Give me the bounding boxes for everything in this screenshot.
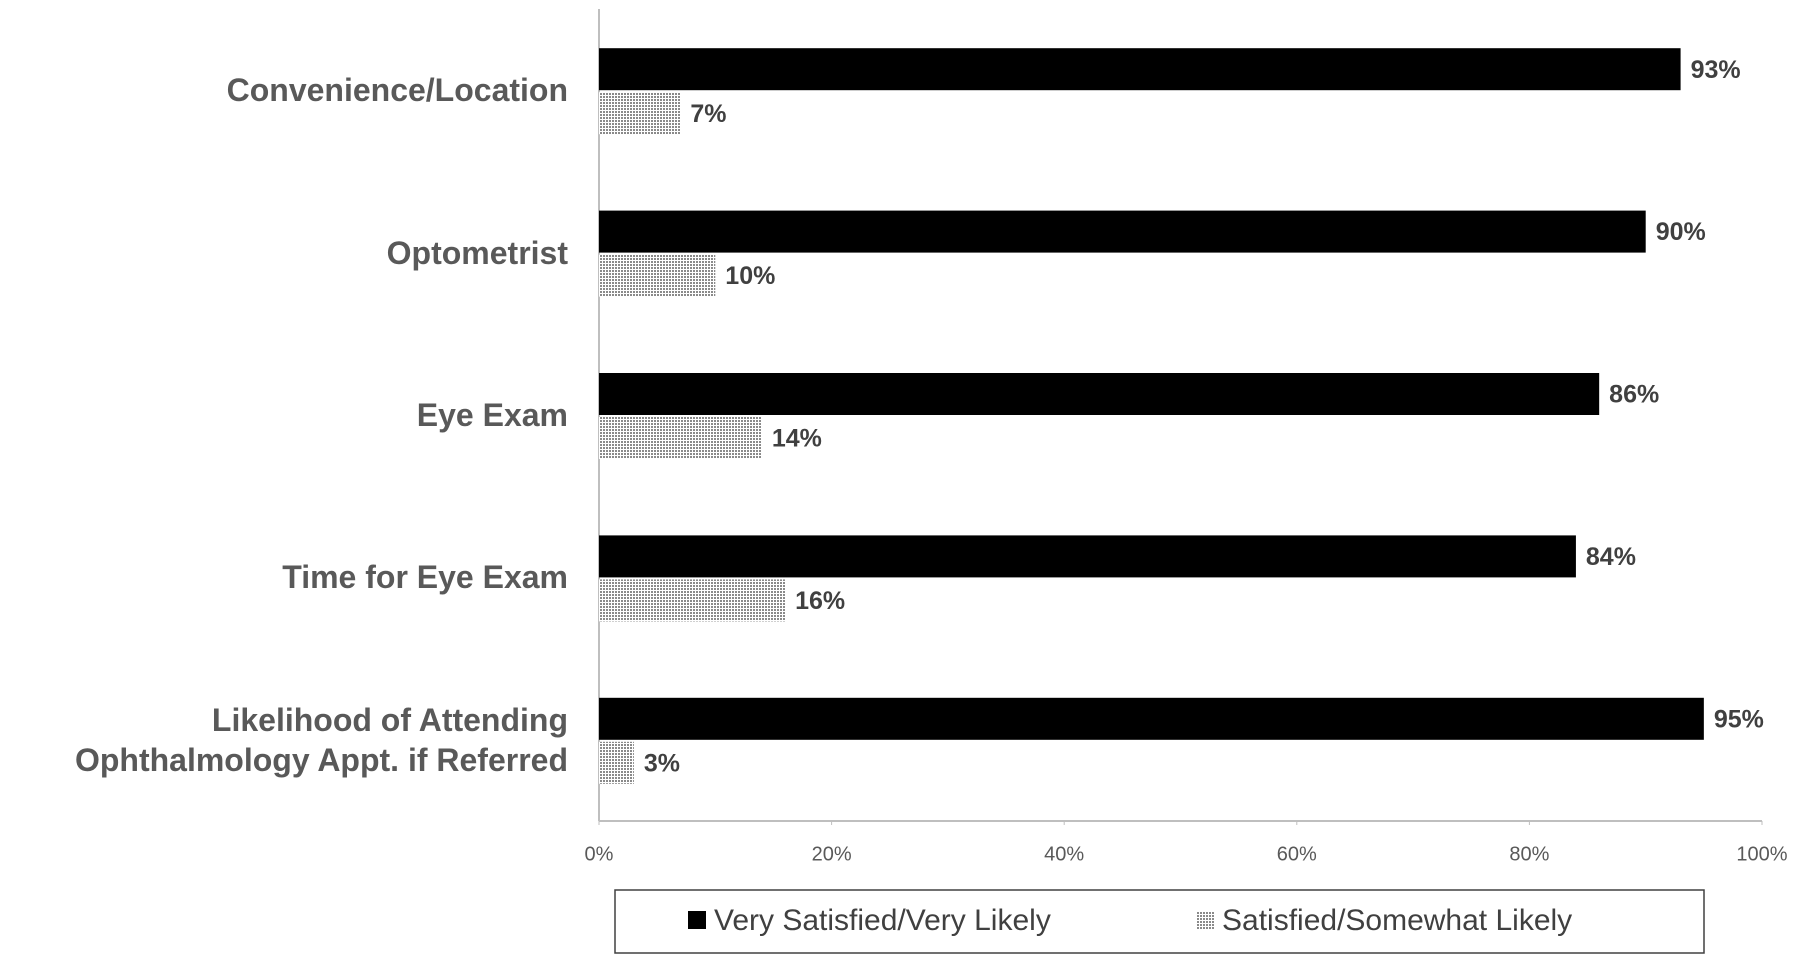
value-label: 93%	[1691, 56, 1741, 84]
value-label: 3%	[644, 749, 680, 777]
bar	[599, 210, 1646, 253]
bar	[599, 579, 786, 622]
bar	[599, 373, 1600, 415]
bar	[599, 254, 716, 297]
value-label: 90%	[1656, 218, 1706, 246]
bar	[599, 741, 634, 784]
value-label: 7%	[690, 100, 726, 128]
x-tick-label: 20%	[812, 843, 852, 865]
legend-label: Satisfied/Somewhat Likely	[1222, 904, 1572, 937]
bar	[599, 417, 762, 459]
legend-swatch	[688, 911, 706, 929]
x-tick-label: 100%	[1736, 843, 1787, 865]
category-label: Time for Eye Exam	[282, 559, 568, 596]
legend-swatch	[1196, 911, 1214, 929]
value-label: 86%	[1609, 381, 1659, 409]
category-label: Likelihood of Attending Ophthalmology Ap…	[74, 701, 568, 778]
bar	[599, 535, 1576, 578]
legend-box	[614, 889, 1705, 954]
category-label: Convenience/Location	[226, 72, 568, 109]
bar	[599, 697, 1704, 740]
bar	[599, 92, 681, 135]
category-label: Optometrist	[386, 234, 568, 271]
value-label: 10%	[725, 262, 775, 290]
category-label: Eye Exam	[416, 397, 568, 433]
x-tick-label: 80%	[1509, 843, 1549, 865]
legend-label: Very Satisfied/Very Likely	[714, 904, 1051, 937]
value-label: 14%	[772, 425, 822, 453]
value-label: 84%	[1586, 543, 1636, 571]
bar	[599, 48, 1681, 91]
value-label: 95%	[1714, 705, 1764, 733]
value-label: 16%	[795, 587, 845, 615]
x-tick-label: 60%	[1277, 843, 1317, 865]
x-tick-label: 0%	[585, 843, 614, 865]
x-tick-label: 40%	[1044, 843, 1084, 865]
